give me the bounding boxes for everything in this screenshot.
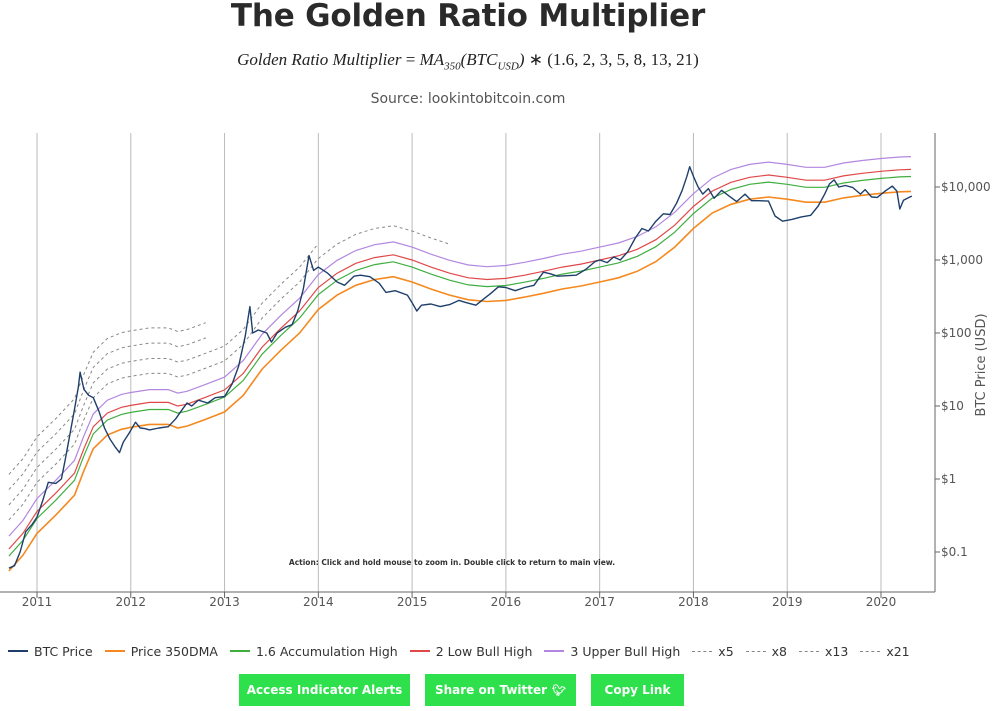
legend-item[interactable]: Price 350DMA bbox=[104, 643, 218, 659]
formula-ma-sub: 350 bbox=[444, 60, 461, 73]
legend-item[interactable]: x13 bbox=[799, 644, 848, 659]
y-tick-label: $1,000 bbox=[941, 253, 983, 267]
formula-ma: MA bbox=[419, 50, 445, 69]
legend-label: 2 Low Bull High bbox=[435, 643, 533, 659]
legend-swatch bbox=[745, 650, 766, 652]
legend-item[interactable]: x5 bbox=[692, 643, 734, 659]
y-tick-label: $10 bbox=[941, 399, 964, 413]
legend-swatch bbox=[229, 650, 250, 652]
legend-label: x13 bbox=[825, 643, 849, 659]
legend-item[interactable]: 2 Low Bull High bbox=[409, 643, 533, 659]
legend-label: 3 Upper Bull High bbox=[570, 643, 681, 659]
axes: 2011 2012 2013 2014 2015 2016 2017 2018 2019 2020… bbox=[0, 133, 991, 609]
chart-legend: BTC Price Price 350DMA 1.6 Accumulation Hi… bbox=[8, 643, 922, 659]
legend-swatch bbox=[692, 650, 713, 652]
legend-item[interactable]: x21 bbox=[860, 643, 910, 659]
series-line-x8 bbox=[8, 243, 319, 506]
chart-annotation: Action: Click and hold mouse to zoom in.… bbox=[289, 558, 615, 567]
twitter-bird-icon: 🐦︎ bbox=[552, 683, 567, 697]
formula-close: ) bbox=[518, 50, 525, 69]
x-tick-label: 2012 bbox=[116, 595, 147, 609]
legend-swatch bbox=[104, 650, 125, 652]
series-line-3-upper-bull-high bbox=[8, 156, 912, 537]
formula-btc-sub: USD bbox=[497, 60, 519, 73]
legend-item[interactable]: BTC Price bbox=[8, 644, 93, 659]
share-on-twitter-button[interactable]: Share on Twitter 🐦︎ bbox=[425, 674, 576, 706]
copy-link-button[interactable]: Copy Link bbox=[591, 674, 684, 706]
access-indicator-alerts-label: Access Indicator Alerts bbox=[246, 683, 403, 697]
x-tick-label: 2018 bbox=[678, 595, 709, 609]
legend-item[interactable]: x8 bbox=[745, 643, 788, 659]
legend-label: BTC Price bbox=[34, 643, 93, 659]
series-line-2-low-bull-high bbox=[8, 168, 912, 550]
legend-label: 1.6 Accumulation High bbox=[255, 643, 398, 659]
legend-swatch bbox=[799, 650, 820, 652]
legend-item[interactable]: 1.6 Accumulation High bbox=[229, 643, 398, 659]
series-lines bbox=[8, 156, 913, 572]
grid-lines bbox=[36, 133, 882, 592]
series-line-x13 bbox=[8, 337, 206, 490]
legend-label: Price 350DMA bbox=[130, 643, 218, 659]
legend-label: x5 bbox=[718, 643, 734, 659]
legend-swatch bbox=[544, 650, 565, 652]
formula-multipliers: (1.6, 2, 3, 5, 8, 13, 21) bbox=[547, 50, 699, 69]
x-tick-label: 2013 bbox=[209, 595, 240, 609]
legend-item[interactable]: 3 Upper Bull High bbox=[544, 644, 680, 659]
series-line-x21 bbox=[8, 322, 206, 475]
series-line-x5 bbox=[8, 225, 450, 521]
y-tick-label: $100 bbox=[941, 326, 972, 340]
formula-eq: = bbox=[401, 50, 420, 69]
y-tick-label: $0.1 bbox=[941, 545, 968, 559]
x-tick-label: 2014 bbox=[303, 595, 334, 609]
legend-label: x8 bbox=[771, 643, 788, 659]
legend-label: x21 bbox=[886, 643, 910, 659]
golden-ratio-chart[interactable]: 2011 2012 2013 2014 2015 2016 2017 2018 2019 2020… bbox=[0, 0, 996, 640]
copy-link-label: Copy Link bbox=[604, 683, 671, 697]
y-axis-label: BTC Price (USD) bbox=[974, 313, 989, 416]
legend-swatch bbox=[409, 650, 430, 652]
formula-btc: (BTC bbox=[460, 50, 498, 69]
legend-swatch bbox=[8, 650, 28, 652]
legend-swatch bbox=[860, 650, 881, 652]
x-tick-label: 2016 bbox=[491, 595, 522, 609]
page-title: The Golden Ratio Multiplier bbox=[230, 0, 706, 34]
formula-lhs: Golden Ratio Multiplier bbox=[237, 50, 402, 69]
x-tick-label: 2019 bbox=[772, 595, 803, 609]
x-tick-label: 2011 bbox=[22, 595, 53, 609]
series-line-1-6-accumulation-high bbox=[8, 175, 912, 557]
source-label: Source: lookintobitcoin.com bbox=[370, 91, 566, 107]
y-tick-label: $1 bbox=[941, 472, 956, 486]
share-on-twitter-label: Share on Twitter bbox=[434, 683, 548, 697]
series-line-price-350dma bbox=[8, 190, 912, 572]
x-tick-label: 2020 bbox=[866, 595, 897, 609]
series-line-btc-price bbox=[8, 166, 913, 569]
x-tick-label: 2015 bbox=[397, 595, 428, 609]
x-tick-label: 2017 bbox=[584, 595, 615, 609]
formula: Golden Ratio Multiplier = MA350(BTCUSD) … bbox=[0, 50, 936, 72]
formula-op: ∗ bbox=[524, 50, 548, 69]
access-indicator-alerts-button[interactable]: Access Indicator Alerts bbox=[239, 674, 410, 706]
y-tick-label: $10,000 bbox=[941, 180, 991, 194]
